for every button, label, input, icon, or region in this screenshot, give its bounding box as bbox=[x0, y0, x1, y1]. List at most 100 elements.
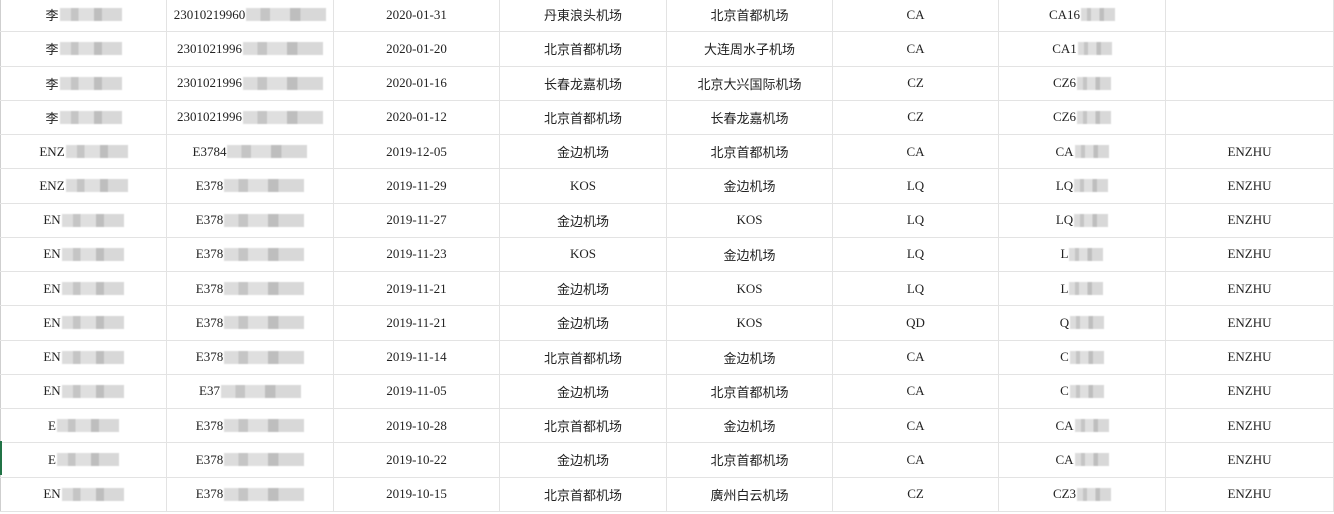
cell-departure-airport[interactable]: KOS bbox=[500, 237, 667, 271]
cell-flight-date[interactable]: 2019-11-23 bbox=[334, 237, 500, 271]
cell-passenger-name[interactable]: 李 bbox=[0, 0, 167, 32]
cell-arrival-airport[interactable]: KOS bbox=[667, 272, 833, 306]
cell-arrival-airport[interactable]: KOS bbox=[667, 203, 833, 237]
cell-arrival-airport[interactable]: 廣州白云机场 bbox=[667, 477, 833, 511]
cell-arrival-airport[interactable]: 金边机场 bbox=[667, 169, 833, 203]
cell-passenger-name[interactable]: EN bbox=[0, 340, 167, 374]
cell-flight-number[interactable]: L bbox=[999, 237, 1166, 271]
cell-flight-number[interactable]: CA1 bbox=[999, 32, 1166, 66]
cell-passenger-name[interactable]: ENZ bbox=[0, 135, 167, 169]
cell-airline[interactable]: LQ bbox=[833, 203, 999, 237]
cell-flight-date[interactable]: 2019-12-05 bbox=[334, 135, 500, 169]
cell-arrival-airport[interactable]: 金边机场 bbox=[667, 409, 833, 443]
cell-arrival-airport[interactable]: 金边机场 bbox=[667, 340, 833, 374]
cell-departure-airport[interactable]: 丹東浪头机场 bbox=[500, 0, 667, 32]
cell-departure-airport[interactable]: 金边机场 bbox=[500, 374, 667, 408]
cell-passenger-name[interactable]: 李 bbox=[0, 32, 167, 66]
cell-airline[interactable]: QD bbox=[833, 306, 999, 340]
cell-flight-number[interactable]: C bbox=[999, 374, 1166, 408]
cell-departure-airport[interactable]: 北京首都机场 bbox=[500, 409, 667, 443]
cell-english-name[interactable]: ENZHU bbox=[1166, 374, 1334, 408]
cell-arrival-airport[interactable]: 北京首都机场 bbox=[667, 135, 833, 169]
cell-flight-date[interactable]: 2020-01-16 bbox=[334, 66, 500, 100]
cell-airline[interactable]: CA bbox=[833, 443, 999, 477]
cell-flight-number[interactable]: CZ6 bbox=[999, 100, 1166, 134]
cell-airline[interactable]: CA bbox=[833, 340, 999, 374]
cell-airline[interactable]: CZ bbox=[833, 477, 999, 511]
cell-id-number[interactable]: E37 bbox=[167, 374, 334, 408]
cell-id-number[interactable]: 2301021996 bbox=[167, 100, 334, 134]
cell-airline[interactable]: CA bbox=[833, 409, 999, 443]
cell-flight-number[interactable]: LQ bbox=[999, 203, 1166, 237]
cell-airline[interactable]: CZ bbox=[833, 66, 999, 100]
cell-english-name[interactable]: ENZHU bbox=[1166, 409, 1334, 443]
cell-flight-date[interactable]: 2019-11-27 bbox=[334, 203, 500, 237]
cell-id-number[interactable]: E378 bbox=[167, 443, 334, 477]
cell-departure-airport[interactable]: 金边机场 bbox=[500, 443, 667, 477]
cell-departure-airport[interactable]: 长春龙嘉机场 bbox=[500, 66, 667, 100]
cell-flight-number[interactable]: CZ6 bbox=[999, 66, 1166, 100]
cell-arrival-airport[interactable]: 金边机场 bbox=[667, 237, 833, 271]
cell-flight-number[interactable]: CA16 bbox=[999, 0, 1166, 32]
cell-passenger-name[interactable]: E bbox=[0, 409, 167, 443]
cell-id-number[interactable]: E3784 bbox=[167, 135, 334, 169]
cell-arrival-airport[interactable]: 北京首都机场 bbox=[667, 0, 833, 32]
cell-airline[interactable]: CA bbox=[833, 374, 999, 408]
cell-arrival-airport[interactable]: 北京首都机场 bbox=[667, 443, 833, 477]
cell-flight-number[interactable]: CA bbox=[999, 443, 1166, 477]
cell-id-number[interactable]: E378 bbox=[167, 477, 334, 511]
cell-english-name[interactable]: ENZHU bbox=[1166, 443, 1334, 477]
cell-flight-date[interactable]: 2019-11-21 bbox=[334, 306, 500, 340]
cell-flight-date[interactable]: 2019-11-14 bbox=[334, 340, 500, 374]
cell-passenger-name[interactable]: ENZ bbox=[0, 169, 167, 203]
cell-passenger-name[interactable]: EN bbox=[0, 203, 167, 237]
cell-id-number[interactable]: 2301021996 bbox=[167, 66, 334, 100]
cell-passenger-name[interactable]: EN bbox=[0, 272, 167, 306]
cell-airline[interactable]: LQ bbox=[833, 272, 999, 306]
cell-arrival-airport[interactable]: 长春龙嘉机场 bbox=[667, 100, 833, 134]
cell-passenger-name[interactable]: EN bbox=[0, 306, 167, 340]
cell-departure-airport[interactable]: 北京首都机场 bbox=[500, 100, 667, 134]
cell-flight-date[interactable]: 2019-11-05 bbox=[334, 374, 500, 408]
cell-english-name[interactable] bbox=[1166, 0, 1334, 32]
cell-flight-number[interactable]: L bbox=[999, 272, 1166, 306]
cell-flight-date[interactable]: 2020-01-31 bbox=[334, 0, 500, 32]
cell-airline[interactable]: CA bbox=[833, 135, 999, 169]
cell-flight-number[interactable]: CZ3 bbox=[999, 477, 1166, 511]
cell-flight-number[interactable]: C bbox=[999, 340, 1166, 374]
cell-departure-airport[interactable]: 金边机场 bbox=[500, 135, 667, 169]
cell-airline[interactable]: CZ bbox=[833, 100, 999, 134]
cell-id-number[interactable]: E378 bbox=[167, 237, 334, 271]
cell-flight-number[interactable]: CA bbox=[999, 409, 1166, 443]
cell-passenger-name[interactable]: EN bbox=[0, 477, 167, 511]
cell-airline[interactable]: CA bbox=[833, 0, 999, 32]
cell-flight-number[interactable]: LQ bbox=[999, 169, 1166, 203]
cell-airline[interactable]: LQ bbox=[833, 169, 999, 203]
cell-arrival-airport[interactable]: 大连周水子机场 bbox=[667, 32, 833, 66]
cell-passenger-name[interactable]: EN bbox=[0, 374, 167, 408]
cell-id-number[interactable]: 2301021996 bbox=[167, 32, 334, 66]
cell-arrival-airport[interactable]: 北京首都机场 bbox=[667, 374, 833, 408]
cell-id-number[interactable]: E378 bbox=[167, 409, 334, 443]
cell-flight-date[interactable]: 2019-10-22 bbox=[334, 443, 500, 477]
cell-id-number[interactable]: E378 bbox=[167, 169, 334, 203]
cell-flight-number[interactable]: Q bbox=[999, 306, 1166, 340]
cell-departure-airport[interactable]: KOS bbox=[500, 169, 667, 203]
cell-flight-date[interactable]: 2019-11-29 bbox=[334, 169, 500, 203]
cell-english-name[interactable]: ENZHU bbox=[1166, 306, 1334, 340]
cell-departure-airport[interactable]: 北京首都机场 bbox=[500, 477, 667, 511]
cell-id-number[interactable]: E378 bbox=[167, 272, 334, 306]
cell-departure-airport[interactable]: 北京首都机场 bbox=[500, 340, 667, 374]
cell-departure-airport[interactable]: 金边机场 bbox=[500, 306, 667, 340]
cell-english-name[interactable]: ENZHU bbox=[1166, 135, 1334, 169]
cell-id-number[interactable]: E378 bbox=[167, 306, 334, 340]
cell-passenger-name[interactable]: 李 bbox=[0, 66, 167, 100]
cell-english-name[interactable]: ENZHU bbox=[1166, 169, 1334, 203]
cell-english-name[interactable]: ENZHU bbox=[1166, 237, 1334, 271]
cell-arrival-airport[interactable]: KOS bbox=[667, 306, 833, 340]
cell-departure-airport[interactable]: 北京首都机场 bbox=[500, 32, 667, 66]
cell-id-number[interactable]: E378 bbox=[167, 203, 334, 237]
cell-flight-date[interactable]: 2020-01-12 bbox=[334, 100, 500, 134]
cell-flight-date[interactable]: 2019-11-21 bbox=[334, 272, 500, 306]
cell-english-name[interactable] bbox=[1166, 100, 1334, 134]
